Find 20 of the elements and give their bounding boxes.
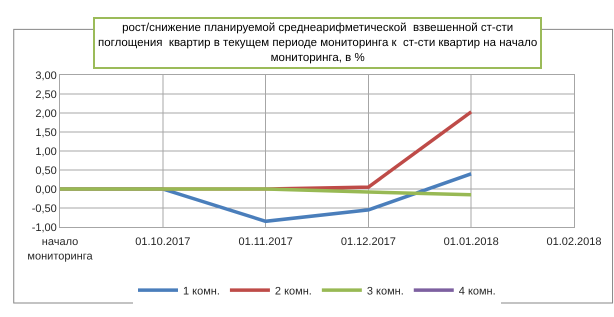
legend-label: 3 комн. bbox=[366, 285, 404, 298]
y-tick-label: 1,50 bbox=[35, 126, 57, 139]
chart-title: рост/снижение планируемой среднеарифметической взвешенной ст-сти поглощения квартир в текущем периоде мониторинга к ст-сти квартир на начало мониторинга, в % bbox=[98, 22, 538, 64]
x-tick-label: 01.02.2018 bbox=[546, 236, 602, 248]
y-tick-label: 2,50 bbox=[35, 88, 57, 101]
x-tick-label: 01.12.2017 bbox=[340, 236, 396, 248]
legend-label: 2 комн. bbox=[274, 285, 312, 298]
y-tick-label: 0,00 bbox=[35, 184, 57, 196]
x-tick-label: начало мониторинга bbox=[27, 236, 94, 262]
legend-label: 4 комн. bbox=[458, 285, 496, 298]
y-tick-label: 1,00 bbox=[35, 146, 57, 158]
y-tick-label: 2,00 bbox=[35, 108, 57, 120]
y-tick-label: -0,50 bbox=[32, 202, 57, 215]
x-tick-label: 01.01.2018 bbox=[444, 236, 499, 248]
legend-label: 1 комн. bbox=[183, 285, 220, 298]
x-tick-label: 01.11.2017 bbox=[238, 236, 293, 248]
y-tick-label: 3,00 bbox=[35, 70, 57, 82]
y-tick-label: 0,50 bbox=[35, 164, 57, 177]
y-tick-label: -1,00 bbox=[32, 222, 57, 234]
x-tick-label: 01.10.2017 bbox=[135, 236, 190, 248]
